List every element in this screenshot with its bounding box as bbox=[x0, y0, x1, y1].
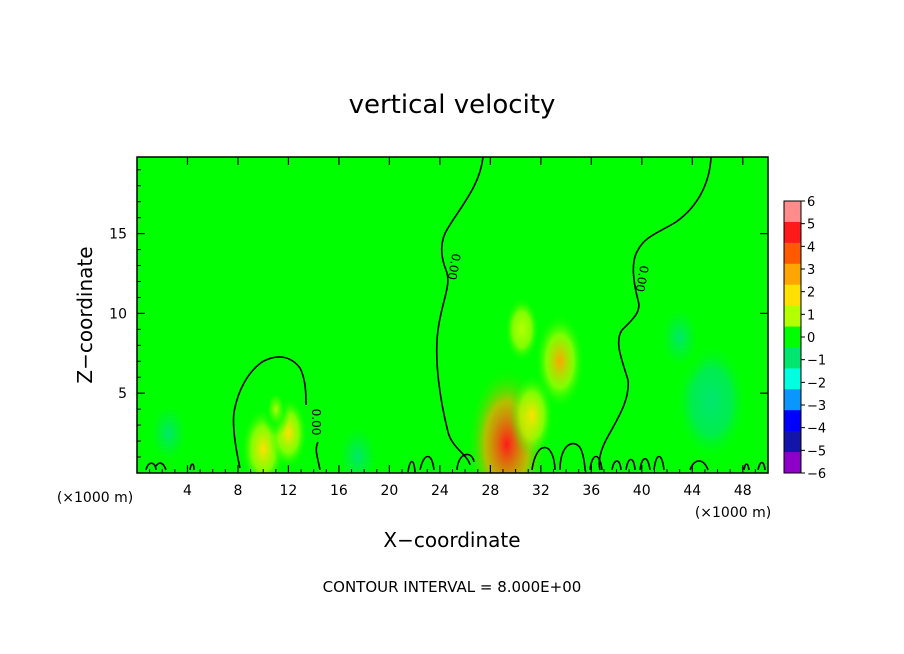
colorbar-swatch bbox=[784, 305, 801, 328]
x-unit-label-left: (×1000 m) bbox=[57, 490, 133, 506]
downdraft-region bbox=[371, 361, 433, 457]
x-unit-label-right: (×1000 m) bbox=[695, 505, 771, 521]
colorbar-swatch bbox=[784, 326, 801, 348]
colorbar-label: 5 bbox=[807, 218, 815, 233]
zero-contour-lines bbox=[145, 157, 766, 473]
colorbar-label: −5 bbox=[807, 444, 826, 459]
x-tick-label: 20 bbox=[380, 483, 398, 499]
x-tick-label: 40 bbox=[633, 483, 651, 499]
colorbar-swatch bbox=[784, 284, 801, 307]
colorbar-swatch bbox=[784, 263, 801, 286]
colorbar-label: −4 bbox=[807, 422, 826, 437]
colorbar-label: 0 bbox=[807, 331, 815, 346]
x-tick-label: 4 bbox=[183, 483, 192, 499]
colorbar: 6 5 4 3 2 1 0 −1 −2 −3 −4 −5 −6 bbox=[783, 195, 826, 482]
contour-line-right bbox=[598, 157, 712, 471]
x-tick-label: 8 bbox=[233, 483, 242, 499]
surface-contours bbox=[145, 442, 766, 473]
y-tick-label: 10 bbox=[109, 306, 127, 322]
colorbar-swatch bbox=[784, 368, 801, 390]
contour-interval-note: CONTOUR INTERVAL = 8.000E+00 bbox=[323, 578, 582, 596]
x-tick-label: 12 bbox=[280, 483, 298, 499]
contour-line-center bbox=[435, 157, 484, 466]
x-tick-label: 36 bbox=[582, 483, 600, 499]
colorbar-swatch bbox=[784, 201, 801, 223]
contour-label-left: 0.00 bbox=[309, 409, 323, 436]
contour-line-left-tail bbox=[315, 441, 321, 471]
x-tick-label: 44 bbox=[683, 483, 701, 499]
colorbar-label: 3 bbox=[807, 263, 815, 278]
colorbar-swatch bbox=[784, 389, 801, 411]
contour-label-center: 0.00 bbox=[445, 252, 463, 281]
updraft-region bbox=[510, 373, 555, 458]
colorbar-swatch bbox=[784, 242, 801, 265]
colorbar-label: 2 bbox=[807, 286, 815, 301]
colorbar-label: −3 bbox=[807, 399, 826, 414]
x-tick-label: 16 bbox=[330, 483, 348, 499]
y-tick-label: 5 bbox=[118, 386, 127, 402]
colorbar-label: −2 bbox=[807, 376, 826, 391]
x-tick-label: 28 bbox=[481, 483, 499, 499]
updraft-region bbox=[534, 313, 585, 410]
colorbar-label: 6 bbox=[807, 195, 815, 210]
colorbar-swatch bbox=[784, 452, 801, 474]
contour-label-right: 0.00 bbox=[633, 264, 651, 293]
colorbar-swatch bbox=[784, 410, 801, 432]
x-axis: 4 8 12 16 20 24 28 32 36 40 44 48 bbox=[149, 157, 756, 499]
y-axis: 5 10 15 bbox=[109, 169, 768, 458]
y-axis-label: Z−coordinate bbox=[73, 246, 97, 383]
colorbar-swatch bbox=[784, 431, 801, 453]
downdraft-region bbox=[647, 285, 712, 389]
colorbar-label: −6 bbox=[807, 467, 826, 482]
chart-title: vertical velocity bbox=[349, 90, 556, 120]
updraft-region bbox=[261, 381, 291, 437]
y-tick-label: 15 bbox=[109, 227, 127, 243]
colorbar-label: 4 bbox=[807, 240, 815, 255]
colorbar-swatch bbox=[784, 221, 801, 244]
colorbar-label: 1 bbox=[807, 308, 815, 323]
updraft-region bbox=[504, 296, 540, 362]
downdraft-region bbox=[137, 382, 201, 473]
x-tick-label: 32 bbox=[532, 483, 550, 499]
contour-loop-left bbox=[232, 356, 307, 469]
x-tick-label: 24 bbox=[431, 483, 449, 499]
colorbar-label: −1 bbox=[807, 354, 826, 369]
x-axis-label: X−coordinate bbox=[383, 528, 520, 552]
plot-area bbox=[137, 157, 768, 473]
colorbar-swatch bbox=[784, 347, 801, 369]
x-tick-label: 48 bbox=[734, 483, 752, 499]
